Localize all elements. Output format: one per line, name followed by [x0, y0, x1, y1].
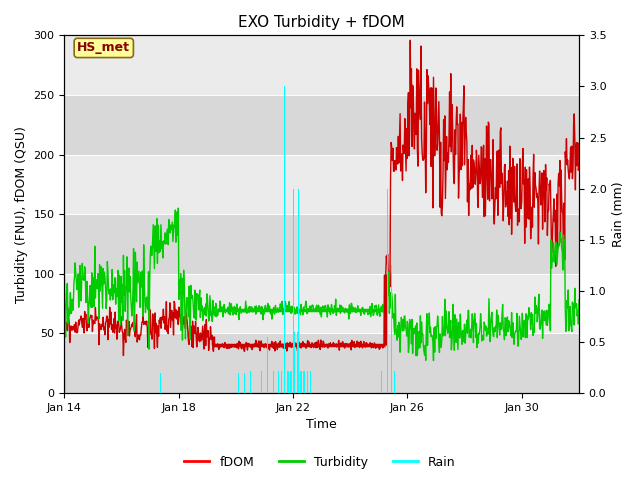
Title: EXO Turbidity + fDOM: EXO Turbidity + fDOM — [238, 15, 405, 30]
Bar — [152, 189, 154, 393]
Bar — [250, 371, 251, 393]
Bar — [244, 372, 245, 393]
Bar — [307, 371, 308, 393]
Bar — [160, 372, 161, 393]
Bar — [238, 372, 239, 393]
Bar — [381, 371, 382, 393]
Y-axis label: Turbidity (FNU), fDOM (QSU): Turbidity (FNU), fDOM (QSU) — [15, 126, 28, 303]
Bar — [298, 189, 300, 393]
Text: HS_met: HS_met — [77, 41, 131, 54]
Legend: fDOM, Turbidity, Rain: fDOM, Turbidity, Rain — [179, 451, 461, 474]
Bar — [394, 371, 395, 393]
Bar — [65, 334, 579, 393]
Bar — [285, 371, 286, 393]
Bar — [281, 371, 282, 393]
Bar — [301, 371, 302, 393]
Bar — [304, 371, 305, 393]
Bar — [391, 265, 392, 393]
Bar — [65, 372, 67, 393]
Bar — [278, 371, 279, 393]
X-axis label: Time: Time — [307, 419, 337, 432]
Bar — [284, 86, 285, 393]
Bar — [297, 332, 298, 393]
Bar — [300, 371, 301, 393]
Bar — [65, 155, 579, 214]
Bar — [294, 332, 295, 393]
Bar — [261, 371, 262, 393]
Bar — [291, 371, 292, 393]
Bar — [232, 371, 234, 393]
Bar — [65, 36, 579, 95]
Bar — [65, 95, 579, 155]
Bar — [292, 189, 294, 393]
Y-axis label: Rain (mm): Rain (mm) — [612, 181, 625, 247]
Bar — [287, 371, 288, 393]
Bar — [387, 189, 388, 393]
Bar — [65, 274, 579, 334]
Bar — [290, 371, 291, 393]
Bar — [267, 337, 268, 393]
Bar — [65, 214, 579, 274]
Bar — [255, 371, 257, 393]
